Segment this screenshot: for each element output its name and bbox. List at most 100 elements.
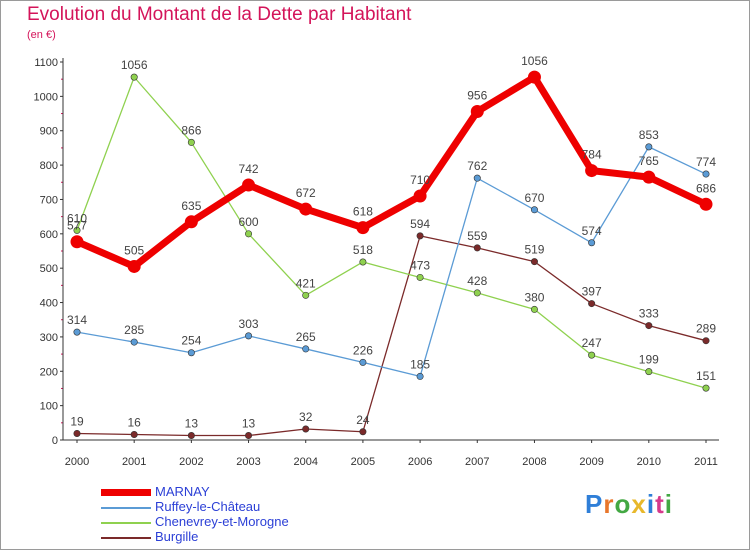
data-point [245, 432, 253, 440]
legend-label: Burgille [155, 529, 199, 544]
data-label: 151 [696, 369, 716, 383]
series-ruffey-le-ch-teau [73, 143, 710, 380]
data-label: 866 [181, 123, 201, 137]
data-point [530, 258, 538, 266]
x-tick-label: 2007 [465, 456, 489, 468]
data-point [359, 258, 367, 266]
data-point [302, 291, 310, 299]
data-point [187, 432, 195, 440]
data-point [359, 428, 367, 436]
data-label: 505 [124, 243, 144, 257]
data-point [302, 345, 310, 353]
y-tick-label: 1000 [34, 91, 58, 103]
data-label: 559 [467, 229, 487, 243]
x-tick-label: 2004 [293, 456, 317, 468]
proxiti-logo: Proxiti [585, 489, 673, 519]
data-label: 314 [67, 313, 87, 327]
data-label: 956 [467, 88, 487, 102]
x-tick-label: 2000 [65, 456, 89, 468]
x-tick-label: 2011 [694, 456, 718, 468]
data-point [130, 338, 138, 346]
y-tick-label: 1100 [34, 57, 58, 69]
data-label: 13 [242, 417, 256, 431]
legend-swatch [101, 489, 151, 496]
data-label: 853 [639, 128, 659, 142]
data-point [588, 239, 596, 247]
data-point [245, 332, 253, 340]
data-label: 428 [467, 274, 487, 288]
data-point [702, 384, 710, 392]
data-label: 397 [582, 285, 602, 299]
data-point [73, 328, 81, 336]
y-tick-label: 900 [40, 126, 58, 138]
legend-label: Chenevrey-et-Morogne [155, 514, 289, 529]
chart-data-labels: 19 16 13 13 32 24 594 559 519 397 333 289 610 1056 866… [67, 54, 716, 430]
data-point [127, 259, 141, 273]
data-point [416, 232, 424, 240]
x-tick-label: 2008 [522, 456, 546, 468]
x-tick-label: 2001 [122, 456, 146, 468]
y-tick-label: 400 [40, 298, 58, 310]
data-label: 762 [467, 159, 487, 173]
data-label: 600 [239, 215, 259, 229]
x-tick-label: 2006 [408, 456, 432, 468]
data-label: 303 [239, 317, 259, 331]
y-tick-label: 600 [40, 229, 58, 241]
data-point [642, 170, 656, 184]
x-tick-label: 2003 [236, 456, 260, 468]
series-burgille [73, 232, 710, 440]
data-label: 254 [181, 334, 201, 348]
chart-unit-label: (en €) [27, 29, 56, 41]
data-label: 380 [524, 290, 544, 304]
data-point [302, 425, 310, 433]
data-label: 742 [239, 162, 259, 176]
series-line [76, 235, 707, 437]
data-label: 784 [582, 148, 602, 162]
data-label: 686 [696, 181, 716, 195]
chart-series [70, 70, 713, 440]
chart-axes: 0 100 200 300 400 500 600 700 800 900 1000 1100 2000… [34, 57, 719, 468]
data-point [645, 368, 653, 376]
data-label: 247 [582, 336, 602, 350]
data-point [473, 174, 481, 182]
data-point [473, 289, 481, 297]
data-label: 19 [70, 414, 84, 428]
data-point [73, 226, 81, 234]
data-label: 1056 [121, 58, 148, 72]
data-point [242, 178, 256, 192]
data-label: 672 [296, 186, 316, 200]
data-point [187, 349, 195, 357]
data-point [645, 143, 653, 151]
data-label: 16 [128, 416, 142, 430]
data-point [416, 273, 424, 281]
data-label: 285 [124, 323, 144, 337]
data-label: 13 [185, 417, 199, 431]
x-tick-label: 2005 [351, 456, 375, 468]
y-tick-label: 800 [40, 160, 58, 172]
y-tick-label: 300 [40, 332, 58, 344]
data-label: 24 [356, 413, 370, 427]
data-label: 473 [410, 258, 430, 272]
data-point [588, 300, 596, 308]
data-point [130, 431, 138, 439]
data-label: 333 [639, 307, 659, 321]
data-point [588, 351, 596, 359]
data-point [585, 164, 599, 178]
data-point [473, 244, 481, 252]
y-tick-label: 0 [52, 435, 58, 447]
data-point [73, 429, 81, 437]
data-label: 710 [410, 173, 430, 187]
series-chenevrey-et-morogne [73, 73, 710, 392]
y-tick-label: 500 [40, 263, 58, 275]
data-point [130, 73, 138, 81]
data-label: 594 [410, 217, 430, 231]
data-label: 577 [67, 219, 87, 233]
data-point [70, 235, 84, 249]
data-label: 265 [296, 330, 316, 344]
chart-title: Evolution du Montant de la Dette par Hab… [27, 4, 412, 25]
data-label: 635 [181, 199, 201, 213]
y-tick-label: 700 [40, 194, 58, 206]
series-line [76, 146, 707, 378]
series-marnay [70, 70, 713, 273]
data-label: 670 [524, 191, 544, 205]
